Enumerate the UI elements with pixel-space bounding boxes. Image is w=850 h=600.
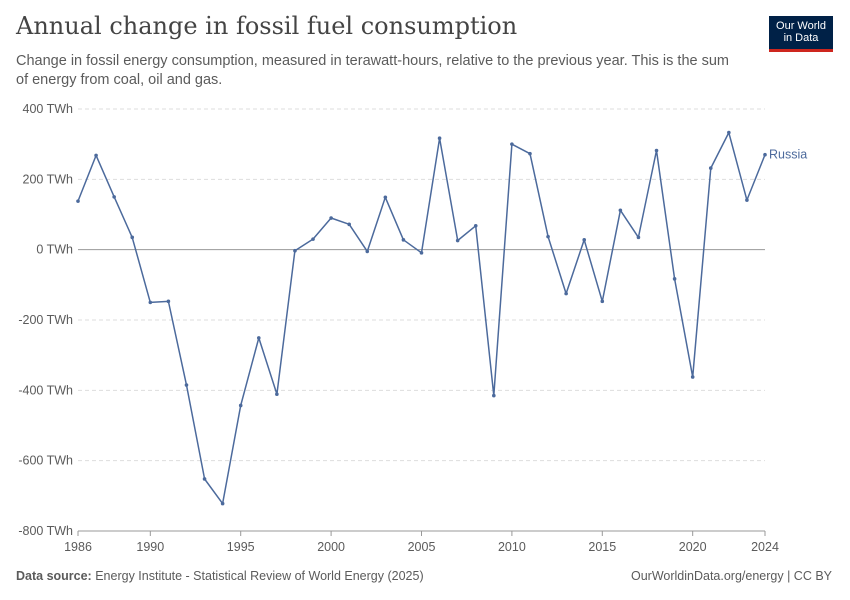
data-point[interactable] [546,234,550,239]
data-point[interactable] [745,198,749,202]
data-point[interactable] [166,299,171,304]
source-label: Data source: [16,569,92,583]
data-point[interactable] [708,166,713,170]
source-text[interactable]: Energy Institute - Statistical Review of… [95,569,424,583]
y-axis: 400 TWh 200 TWh 0 TWh -200 TWh -400 TWh -600 … [18,102,73,538]
data-point[interactable] [528,151,532,156]
data-point[interactable] [94,153,98,158]
data-point[interactable] [256,336,261,340]
x-tick-label: 2005 [408,540,436,554]
data-point[interactable] [76,199,80,203]
data-point[interactable] [220,501,225,506]
data-point[interactable] [329,216,333,220]
series-label: Russia [769,148,807,162]
x-tick-label: 2000 [317,540,345,554]
data-point[interactable] [347,222,351,227]
x-tick-label: 1986 [64,540,92,554]
x-tick-label: 1990 [136,540,164,554]
data-point[interactable] [654,148,659,153]
data-point[interactable] [365,249,370,254]
footer-link[interactable]: OurWorldinData.org/energy | CC BY [630,569,832,583]
footer-source: Data source: Energy Institute - Statisti… [16,569,424,583]
series-layer: Russia [76,130,807,506]
grid-layer [78,108,765,532]
data-point[interactable] [311,237,315,241]
data-point[interactable] [419,251,424,255]
x-tick-label: 1995 [227,540,255,554]
data-point[interactable] [293,248,297,253]
y-tick-label: 200 TWh [23,172,74,186]
y-tick-label: -600 TWh [18,454,73,468]
data-point[interactable] [130,235,135,240]
x-tick-label: 2015 [588,540,616,554]
chart-title: Annual change in fossil fuel consumption [16,12,518,40]
logo-line1: Our World [776,20,826,32]
chart-subtitle: Change in fossil energy consumption, mea… [16,53,730,88]
data-point[interactable] [727,130,731,135]
y-tick-label: -400 TWh [18,383,73,397]
x-tick-label: 2024 [751,540,779,554]
data-point[interactable] [184,383,189,387]
data-point[interactable] [275,392,279,397]
data-point[interactable] [202,477,207,481]
y-tick-label: -200 TWh [18,313,73,327]
data-point[interactable] [455,238,460,243]
x-axis: 1986 1990 1995 2000 2005 2010 2015 2020 2024 [64,530,779,554]
data-point[interactable] [672,277,677,281]
x-tick-label: 2020 [679,540,707,554]
data-point[interactable] [492,393,496,398]
data-point[interactable] [690,375,695,379]
owid-logo[interactable]: Our World in Data [769,16,833,52]
data-point[interactable] [582,238,587,242]
data-point[interactable] [473,223,478,228]
data-point[interactable] [112,195,116,199]
data-point[interactable] [618,208,623,213]
data-point[interactable] [383,195,388,200]
data-point[interactable] [401,238,406,242]
y-tick-label: -800 TWh [18,524,73,538]
data-point[interactable] [600,299,605,304]
y-tick-label: 400 TWh [23,102,74,116]
logo-line2: in Data [783,32,819,44]
x-tick-label: 2010 [498,540,526,554]
data-point[interactable] [238,403,243,408]
data-point[interactable] [437,136,442,140]
series-line-russia [77,131,766,505]
data-point[interactable] [148,300,153,305]
data-point[interactable] [763,152,767,157]
data-point[interactable] [636,235,641,240]
y-tick-label: 0 TWh [36,243,73,257]
data-point[interactable] [510,142,514,146]
data-point[interactable] [564,291,568,296]
